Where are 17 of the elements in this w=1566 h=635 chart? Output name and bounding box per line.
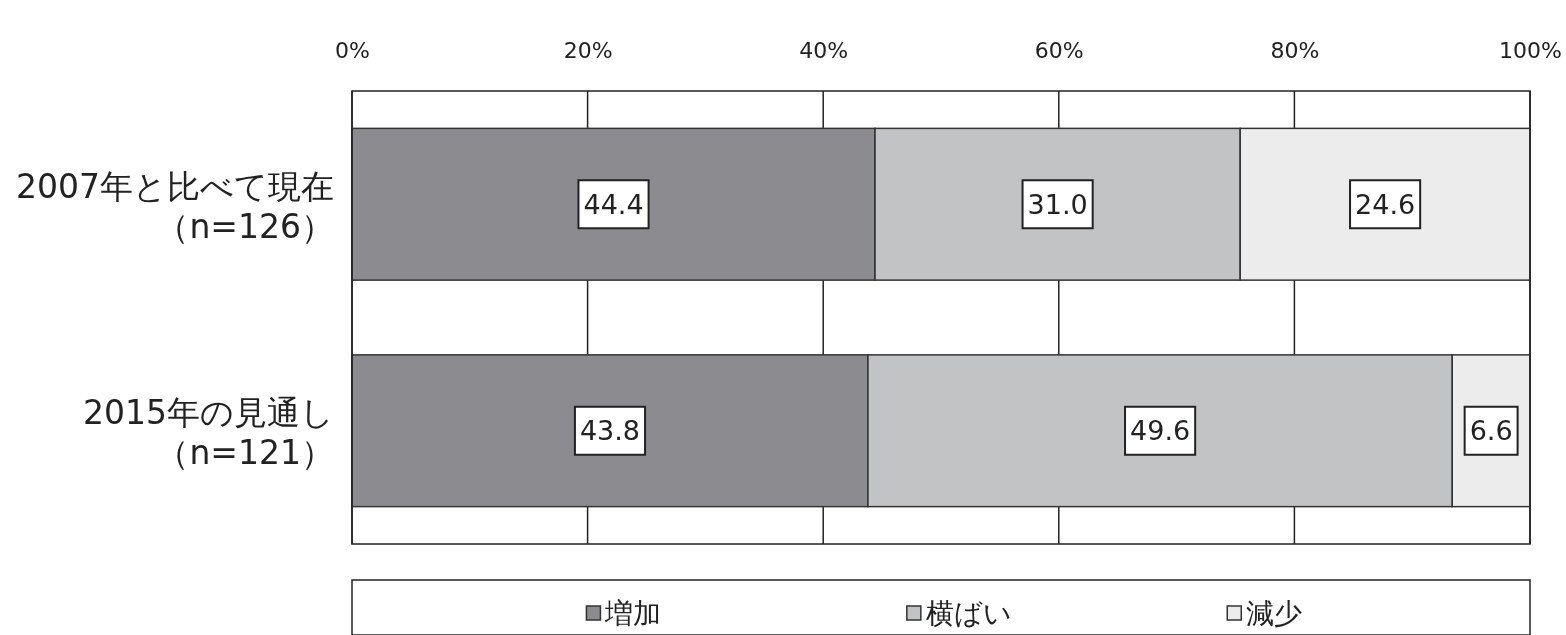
x-tick-label: 20%: [563, 38, 613, 63]
legend-label: 減少: [1246, 596, 1303, 630]
legend-label: 増加: [604, 596, 662, 630]
x-tick-label: 80%: [1270, 38, 1320, 63]
y-tick-label: 2015年の見通し（n=121）: [83, 393, 334, 473]
x-tick-label: 100%: [1499, 38, 1562, 63]
data-label: 31.0: [1027, 188, 1088, 220]
legend-label: 横ばい: [925, 596, 1012, 630]
x-tick-label: 0%: [335, 38, 370, 63]
y-tick-label: 2007年と比べて現在（n=126）: [16, 166, 334, 246]
data-label: 44.4: [583, 188, 644, 220]
data-label: 24.6: [1355, 188, 1416, 220]
x-tick-label: 60%: [1034, 38, 1084, 63]
data-label: 49.6: [1130, 415, 1191, 447]
data-label: 43.8: [579, 415, 641, 447]
x-tick-label: 40%: [799, 38, 849, 63]
data-label: 6.6: [1469, 415, 1513, 447]
